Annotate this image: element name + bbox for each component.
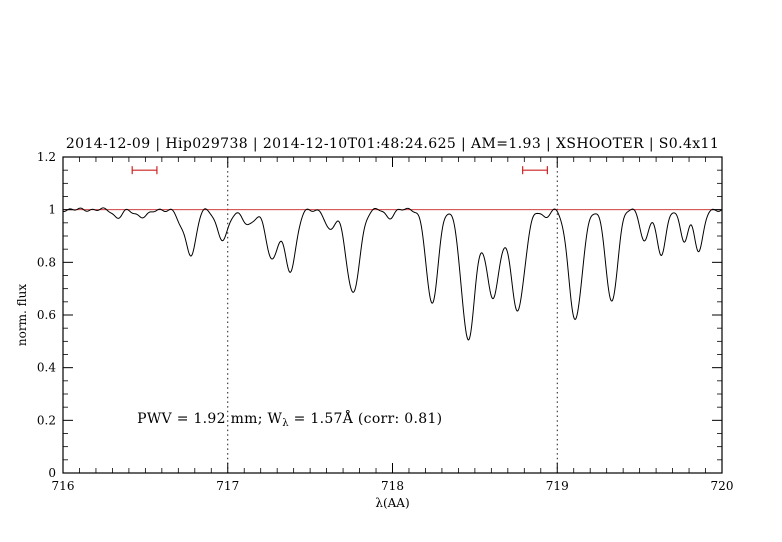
x-axis-label: λ(AA) xyxy=(375,496,409,510)
y-tick-label: 0 xyxy=(48,466,56,480)
spectrum-path xyxy=(62,207,723,341)
x-tick-label: 718 xyxy=(381,479,404,493)
y-tick-label: 0.2 xyxy=(37,413,56,427)
plot-title: 2014-12-09 | Hip029738 | 2014-12-10T01:4… xyxy=(66,136,719,152)
x-tick-label: 717 xyxy=(216,479,239,493)
y-tick-label: 0.6 xyxy=(37,308,56,322)
spectrum-trace xyxy=(62,207,723,341)
range-markers xyxy=(131,166,548,175)
y-tick-label: 0.8 xyxy=(37,255,56,269)
tick-labels: 716 717 718 719 720 0 0.2 0.4 0.6 0.8 1 1.2 xyxy=(37,150,734,493)
y-axis-label: norm. flux xyxy=(15,284,29,346)
pwv-annotation: PWV = 1.92 mm; Wλ = 1.57Å (corr: 0.81) xyxy=(137,409,442,429)
y-tick-label: 0.4 xyxy=(37,361,56,375)
x-tick-label: 720 xyxy=(711,479,734,493)
x-tick-label: 719 xyxy=(546,479,569,493)
axis-ticks xyxy=(62,156,723,474)
y-tick-label: 1 xyxy=(48,203,56,217)
x-tick-label: 716 xyxy=(52,479,75,493)
y-tick-label: 1.2 xyxy=(37,150,56,164)
